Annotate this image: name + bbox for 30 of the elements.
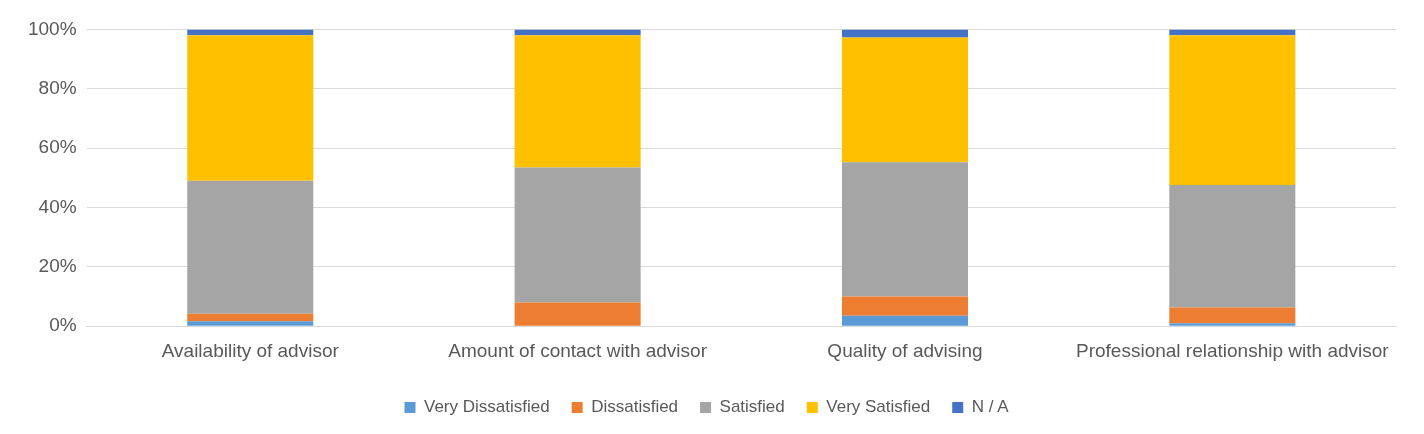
bar	[1169, 307, 1296, 324]
legend-label: Very Satisfied	[826, 397, 931, 417]
bar	[514, 35, 641, 168]
bar	[841, 162, 968, 297]
y-tick-label: 0%	[49, 314, 77, 336]
bar	[187, 35, 314, 181]
x-tick-label: Professional relationship with advisor	[1076, 339, 1390, 361]
bar	[514, 302, 641, 326]
legend-label: Very Dissatisfied	[424, 397, 550, 417]
legend-label: N / A	[971, 397, 1010, 417]
bar	[841, 37, 968, 163]
y-tick-label: 40%	[38, 195, 77, 217]
bar	[841, 315, 968, 326]
legend-label: Satisfied	[719, 397, 785, 417]
bar	[514, 167, 641, 303]
x-tick-label: Quality of advising	[827, 339, 983, 361]
y-tick-label: 20%	[38, 255, 77, 277]
bar	[187, 321, 314, 326]
bar	[1169, 323, 1296, 326]
y-tick-label: 60%	[38, 136, 77, 158]
bar	[187, 313, 314, 322]
bar	[187, 180, 314, 314]
bar	[1169, 35, 1296, 185]
y-tick-label: 100%	[27, 17, 77, 39]
legend-label: Dissatisfied	[591, 397, 679, 417]
y-tick-label: 80%	[38, 76, 77, 98]
bar	[841, 296, 968, 316]
x-tick-label: Amount of contact with advisor	[448, 339, 708, 361]
x-tick-label: Availability of advisor	[161, 339, 340, 361]
bar	[1169, 184, 1296, 308]
